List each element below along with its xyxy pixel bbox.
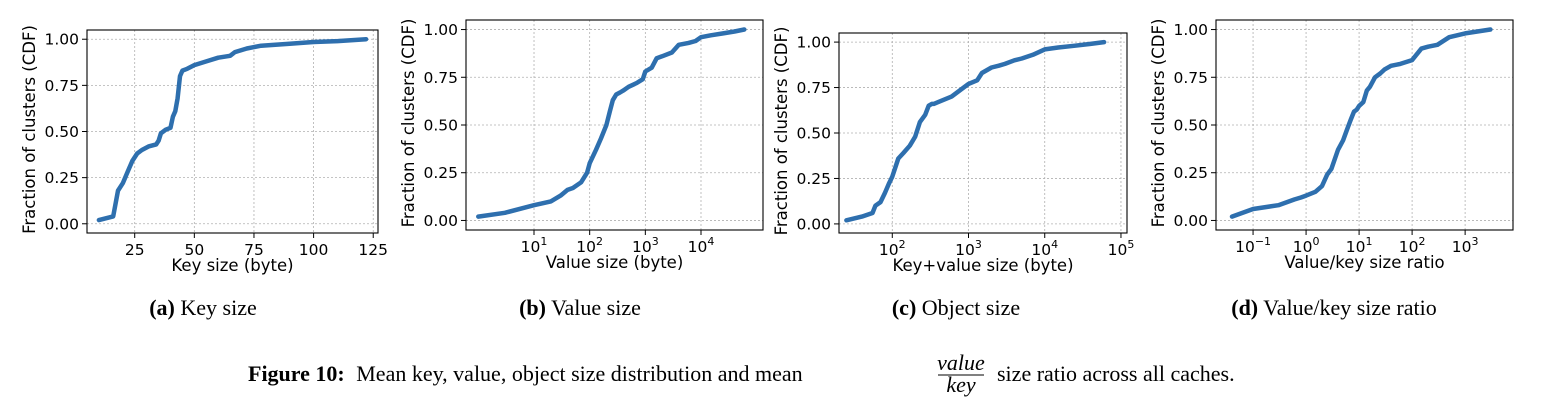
y-tick-label: 0.75 (796, 79, 831, 97)
subcaptions: (a) Key size (b) Value size (c) Object siz… (149, 295, 1437, 320)
caption-fraction-numerator: value (937, 350, 985, 375)
subcaption-c: (c) Object size (892, 295, 1020, 320)
figure-caption: Figure 10: Mean key, value, object size … (248, 350, 1235, 397)
x-tick-label: 10−1 (1235, 235, 1271, 256)
x-tick-label: 75 (244, 241, 264, 259)
y-tick-label: 0.25 (44, 169, 79, 187)
y-tick-label: 1.00 (1173, 21, 1208, 39)
x-tick-label: 102 (576, 235, 603, 256)
x-tick-label: 104 (688, 235, 715, 256)
cdf-line (96, 36, 369, 223)
y-tick-label: 0.50 (1173, 117, 1208, 135)
x-tick-label: 101 (1346, 235, 1373, 256)
x-tick-label: 100 (299, 241, 329, 259)
x-axis-label: Key size (byte) (171, 256, 293, 275)
x-tick-label: 105 (1108, 238, 1135, 259)
y-tick-label: 0.75 (1173, 69, 1208, 87)
y-tick-label: 1.00 (44, 31, 79, 49)
cdf-line (476, 27, 747, 219)
y-tick-label: 0.00 (796, 215, 831, 233)
subplots: 0.00 0.25 0.50 0.75 1.00 25 50 75 100 125 Key size… (20, 19, 1514, 275)
y-tick-label: 0.00 (44, 215, 79, 233)
figure-caption-text-before: Mean key, value, object size distributio… (356, 361, 802, 386)
x-tick-label: 103 (632, 235, 659, 256)
x-tick-label: 125 (358, 241, 388, 259)
subplot-d: 0.00 0.25 0.50 0.75 1.00 10−1 100 101 102 103 Valu… (1149, 19, 1514, 272)
y-tick-label: 0.50 (44, 123, 79, 141)
x-tick-label: 100 (1293, 235, 1320, 256)
x-tick-label: 101 (521, 235, 548, 256)
x-tick-label: 25 (125, 241, 145, 259)
figure-caption-label: Figure 10: (248, 361, 345, 386)
y-tick-label: 0.00 (1173, 212, 1208, 230)
y-tick-label: 1.00 (423, 21, 458, 39)
y-tick-label: 0.75 (423, 69, 458, 87)
x-axis-label: Value size (byte) (546, 253, 684, 272)
y-tick-label: 0.50 (423, 117, 458, 135)
x-tick-label: 50 (184, 241, 204, 259)
y-tick-label: 1.00 (796, 34, 831, 52)
y-tick-label: 0.75 (44, 77, 79, 95)
x-tick-label: 102 (1399, 235, 1426, 256)
x-tick-label: 103 (955, 238, 982, 259)
y-tick-label: 0.25 (423, 164, 458, 182)
subcaption-b: (b) Value size (519, 295, 641, 320)
x-tick-label: 103 (1452, 235, 1479, 256)
y-axis-label: Fraction of clusters (CDF) (399, 19, 418, 228)
subcaption-a: (a) Key size (149, 295, 257, 320)
y-tick-label: 0.25 (796, 170, 831, 188)
subplot-c: 0.00 0.25 0.50 0.75 1.00 102 103 104 105 Key+valu… (772, 27, 1134, 275)
x-axis-label: Key+value size (byte) (892, 256, 1073, 275)
caption-fraction-denominator: key (946, 372, 976, 397)
y-tick-label: 0.00 (423, 212, 458, 230)
y-axis-label: Fraction of clusters (CDF) (772, 27, 791, 236)
y-axis-label: Fraction of clusters (CDF) (1149, 19, 1168, 228)
cdf-line (1229, 27, 1493, 219)
x-axis-label: Value/key size ratio (1284, 253, 1444, 272)
x-tick-label: 102 (879, 238, 906, 259)
figure-caption-text-after: size ratio across all caches. (997, 361, 1235, 386)
cdf-line (844, 39, 1107, 223)
y-tick-label: 0.25 (1173, 164, 1208, 182)
y-tick-label: 0.50 (796, 125, 831, 143)
subcaption-d: (d) Value/key size ratio (1231, 295, 1436, 320)
x-tick-label: 104 (1031, 238, 1058, 259)
y-axis-label: Fraction of clusters (CDF) (20, 25, 39, 234)
subplot-a: 0.00 0.25 0.50 0.75 1.00 25 50 75 100 125 Key size… (20, 25, 388, 275)
svg-text:Figure 10: Mean key, val: Figure 10: Mean key, value, object size … (248, 361, 803, 386)
